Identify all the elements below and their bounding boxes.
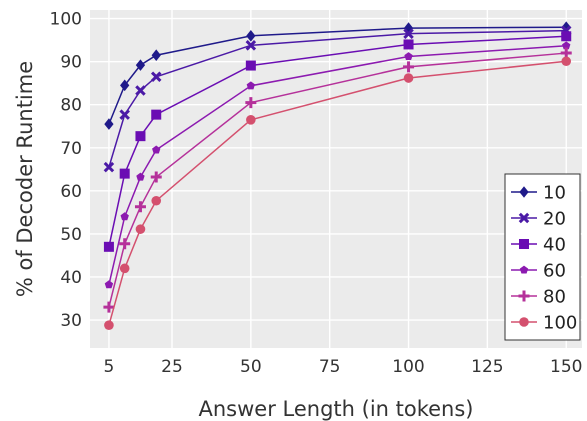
x-tick-label: 5 xyxy=(104,357,115,377)
data-point xyxy=(403,73,414,83)
legend-entry: 80 xyxy=(511,287,566,308)
x-axis-label: Answer Length (in tokens) xyxy=(199,397,474,421)
x-tick-label: 25 xyxy=(161,357,183,377)
data-point xyxy=(120,212,129,221)
legend-marker xyxy=(519,265,529,274)
x-tick-label: 100 xyxy=(392,357,424,377)
series-100 xyxy=(104,56,572,330)
legend-entry: 40 xyxy=(511,235,566,256)
data-point xyxy=(404,52,413,61)
y-tick-label: 40 xyxy=(60,268,82,288)
data-point xyxy=(119,263,130,274)
data-point xyxy=(403,61,415,73)
data-point xyxy=(119,109,130,120)
legend-marker xyxy=(518,212,530,224)
data-point xyxy=(403,28,414,39)
data-point xyxy=(104,118,114,130)
x-tick-label: 50 xyxy=(240,357,262,377)
data-point xyxy=(151,195,162,206)
legend-label: 80 xyxy=(543,287,566,308)
data-point xyxy=(246,81,256,90)
data-point xyxy=(561,21,571,34)
y-tick-label: 90 xyxy=(60,53,82,73)
data-point xyxy=(135,224,146,234)
data-point xyxy=(135,59,146,71)
legend-entry: 60 xyxy=(511,261,566,282)
x-tick-label: 125 xyxy=(471,357,503,377)
y-axis-label: % of Decoder Runtime xyxy=(13,61,37,297)
data-point xyxy=(134,201,146,213)
y-tick-label: 80 xyxy=(60,96,82,116)
data-point xyxy=(245,40,257,51)
legend-marker xyxy=(519,239,529,249)
data-point xyxy=(104,320,114,330)
data-point xyxy=(561,56,572,67)
legend-marker xyxy=(518,290,530,302)
data-point xyxy=(120,79,130,92)
series-60 xyxy=(104,41,571,289)
y-tick-label: 50 xyxy=(60,225,82,245)
legend-label: 20 xyxy=(543,209,566,230)
data-point xyxy=(245,97,257,109)
data-point xyxy=(136,172,145,181)
legend-label: 100 xyxy=(543,313,577,334)
data-point xyxy=(135,85,146,96)
data-point xyxy=(103,301,115,313)
x-tick-label: 150 xyxy=(550,357,582,377)
data-point xyxy=(403,39,414,50)
data-point xyxy=(246,30,256,42)
legend-entry: 100 xyxy=(511,313,577,334)
legend-marker xyxy=(519,186,529,198)
axis-ticks: 30 40 50 60 70 80 90 100 5 25 50 75 100 125 150 xyxy=(50,10,583,377)
data-point xyxy=(103,241,114,252)
series-layer xyxy=(103,21,572,330)
data-point xyxy=(119,168,130,179)
y-tick-label: 30 xyxy=(60,311,82,331)
data-point xyxy=(152,145,161,154)
y-tick-label: 70 xyxy=(60,139,82,159)
data-point xyxy=(562,41,571,50)
legend-box xyxy=(504,173,581,341)
data-point xyxy=(151,109,162,120)
data-point xyxy=(135,131,146,142)
data-point xyxy=(104,280,114,289)
data-point xyxy=(151,49,161,62)
data-point xyxy=(150,71,162,82)
legend-marker xyxy=(519,317,529,327)
data-point xyxy=(561,31,572,42)
legend-entry: 20 xyxy=(511,209,566,230)
legend-label: 60 xyxy=(543,261,566,282)
data-point xyxy=(119,238,131,250)
data-point xyxy=(246,114,256,125)
legend-entry: 10 xyxy=(511,183,566,204)
data-point xyxy=(150,171,162,183)
series-40 xyxy=(103,31,572,252)
data-point xyxy=(245,60,256,71)
legend-label: 40 xyxy=(543,235,566,256)
series-80 xyxy=(103,47,572,313)
legend: 10 20 40 60 80 100 xyxy=(504,173,581,341)
y-tick-label: 60 xyxy=(60,182,82,202)
legend-label: 10 xyxy=(543,183,566,204)
series-20 xyxy=(103,25,572,173)
data-point xyxy=(103,161,115,173)
y-tick-label: 100 xyxy=(50,10,82,30)
x-tick-label: 75 xyxy=(319,357,341,377)
